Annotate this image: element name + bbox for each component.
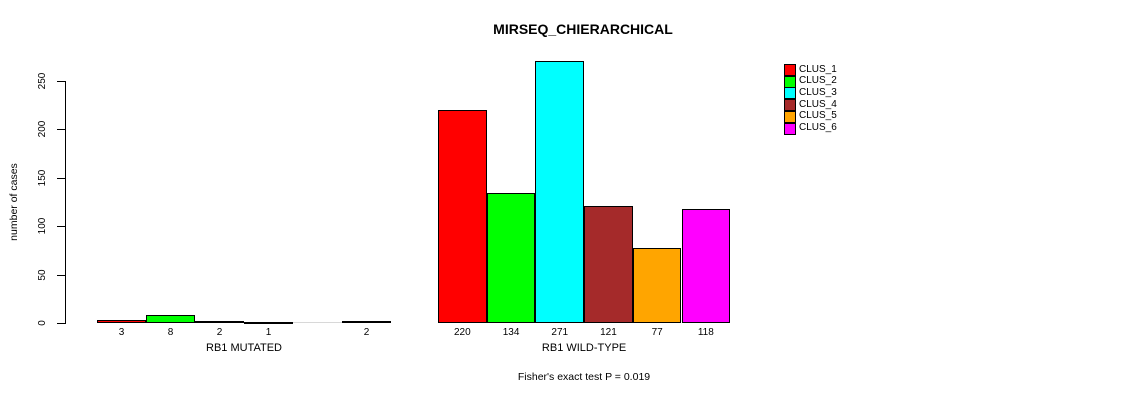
legend-label: CLUS_3 — [799, 86, 837, 98]
bar — [244, 322, 293, 324]
y-tick — [57, 81, 65, 82]
legend-label: CLUS_5 — [799, 110, 837, 122]
y-tick — [57, 226, 65, 228]
bar — [342, 321, 391, 323]
y-tick — [57, 177, 65, 179]
bar-value-label: 220 — [454, 327, 471, 338]
bar-zero — [293, 322, 342, 323]
y-tick-label: 200 — [37, 121, 48, 138]
legend-label: CLUS_6 — [799, 122, 837, 133]
y-tick-label: 100 — [37, 217, 48, 235]
legend-swatch — [784, 99, 796, 112]
bar-value-label: 2 — [216, 327, 223, 338]
y-tick-label: 0 — [37, 320, 48, 326]
bar-value-label: 1 — [265, 327, 272, 338]
legend-swatch — [784, 75, 796, 88]
legend-swatch — [784, 64, 796, 76]
y-axis-label: number of cases — [8, 163, 20, 241]
bar — [438, 110, 487, 323]
chart-title: MIRSEQ_CHIERARCHICAL — [493, 21, 673, 37]
bar — [681, 209, 731, 323]
bar — [97, 320, 146, 323]
bar-value-label: 118 — [697, 327, 714, 338]
y-tick — [57, 129, 65, 131]
y-axis-line — [65, 81, 66, 324]
bar-value-label: 134 — [502, 327, 520, 338]
bar-value-label: 2 — [363, 327, 370, 338]
y-tick-label: 250 — [37, 72, 48, 90]
group-label: RB1 MUTATED — [206, 342, 282, 354]
legend-swatch — [784, 122, 796, 135]
y-tick — [57, 323, 65, 324]
fisher-test-note: Fisher's exact test P = 0.019 — [517, 371, 651, 383]
bar-value-label: 3 — [118, 327, 125, 338]
bar — [535, 61, 585, 323]
legend-swatch — [784, 110, 796, 123]
bar — [632, 248, 682, 323]
legend-label: CLUS_4 — [799, 98, 837, 110]
bar — [146, 315, 195, 323]
bar — [195, 321, 244, 323]
bar-value-label: 8 — [167, 327, 174, 338]
y-tick-label: 50 — [37, 269, 48, 281]
legend-label: CLUS_2 — [799, 75, 837, 87]
bar — [584, 206, 633, 323]
bar-value-label: 77 — [651, 327, 663, 338]
legend-label: CLUS_1 — [799, 63, 837, 75]
y-tick-label: 150 — [37, 169, 48, 187]
bar-value-label: 271 — [551, 327, 569, 338]
y-tick — [57, 274, 65, 276]
bar-value-label: 121 — [600, 327, 617, 338]
legend-swatch — [784, 87, 796, 100]
group-label: RB1 WILD-TYPE — [541, 342, 627, 354]
bar — [486, 193, 536, 323]
